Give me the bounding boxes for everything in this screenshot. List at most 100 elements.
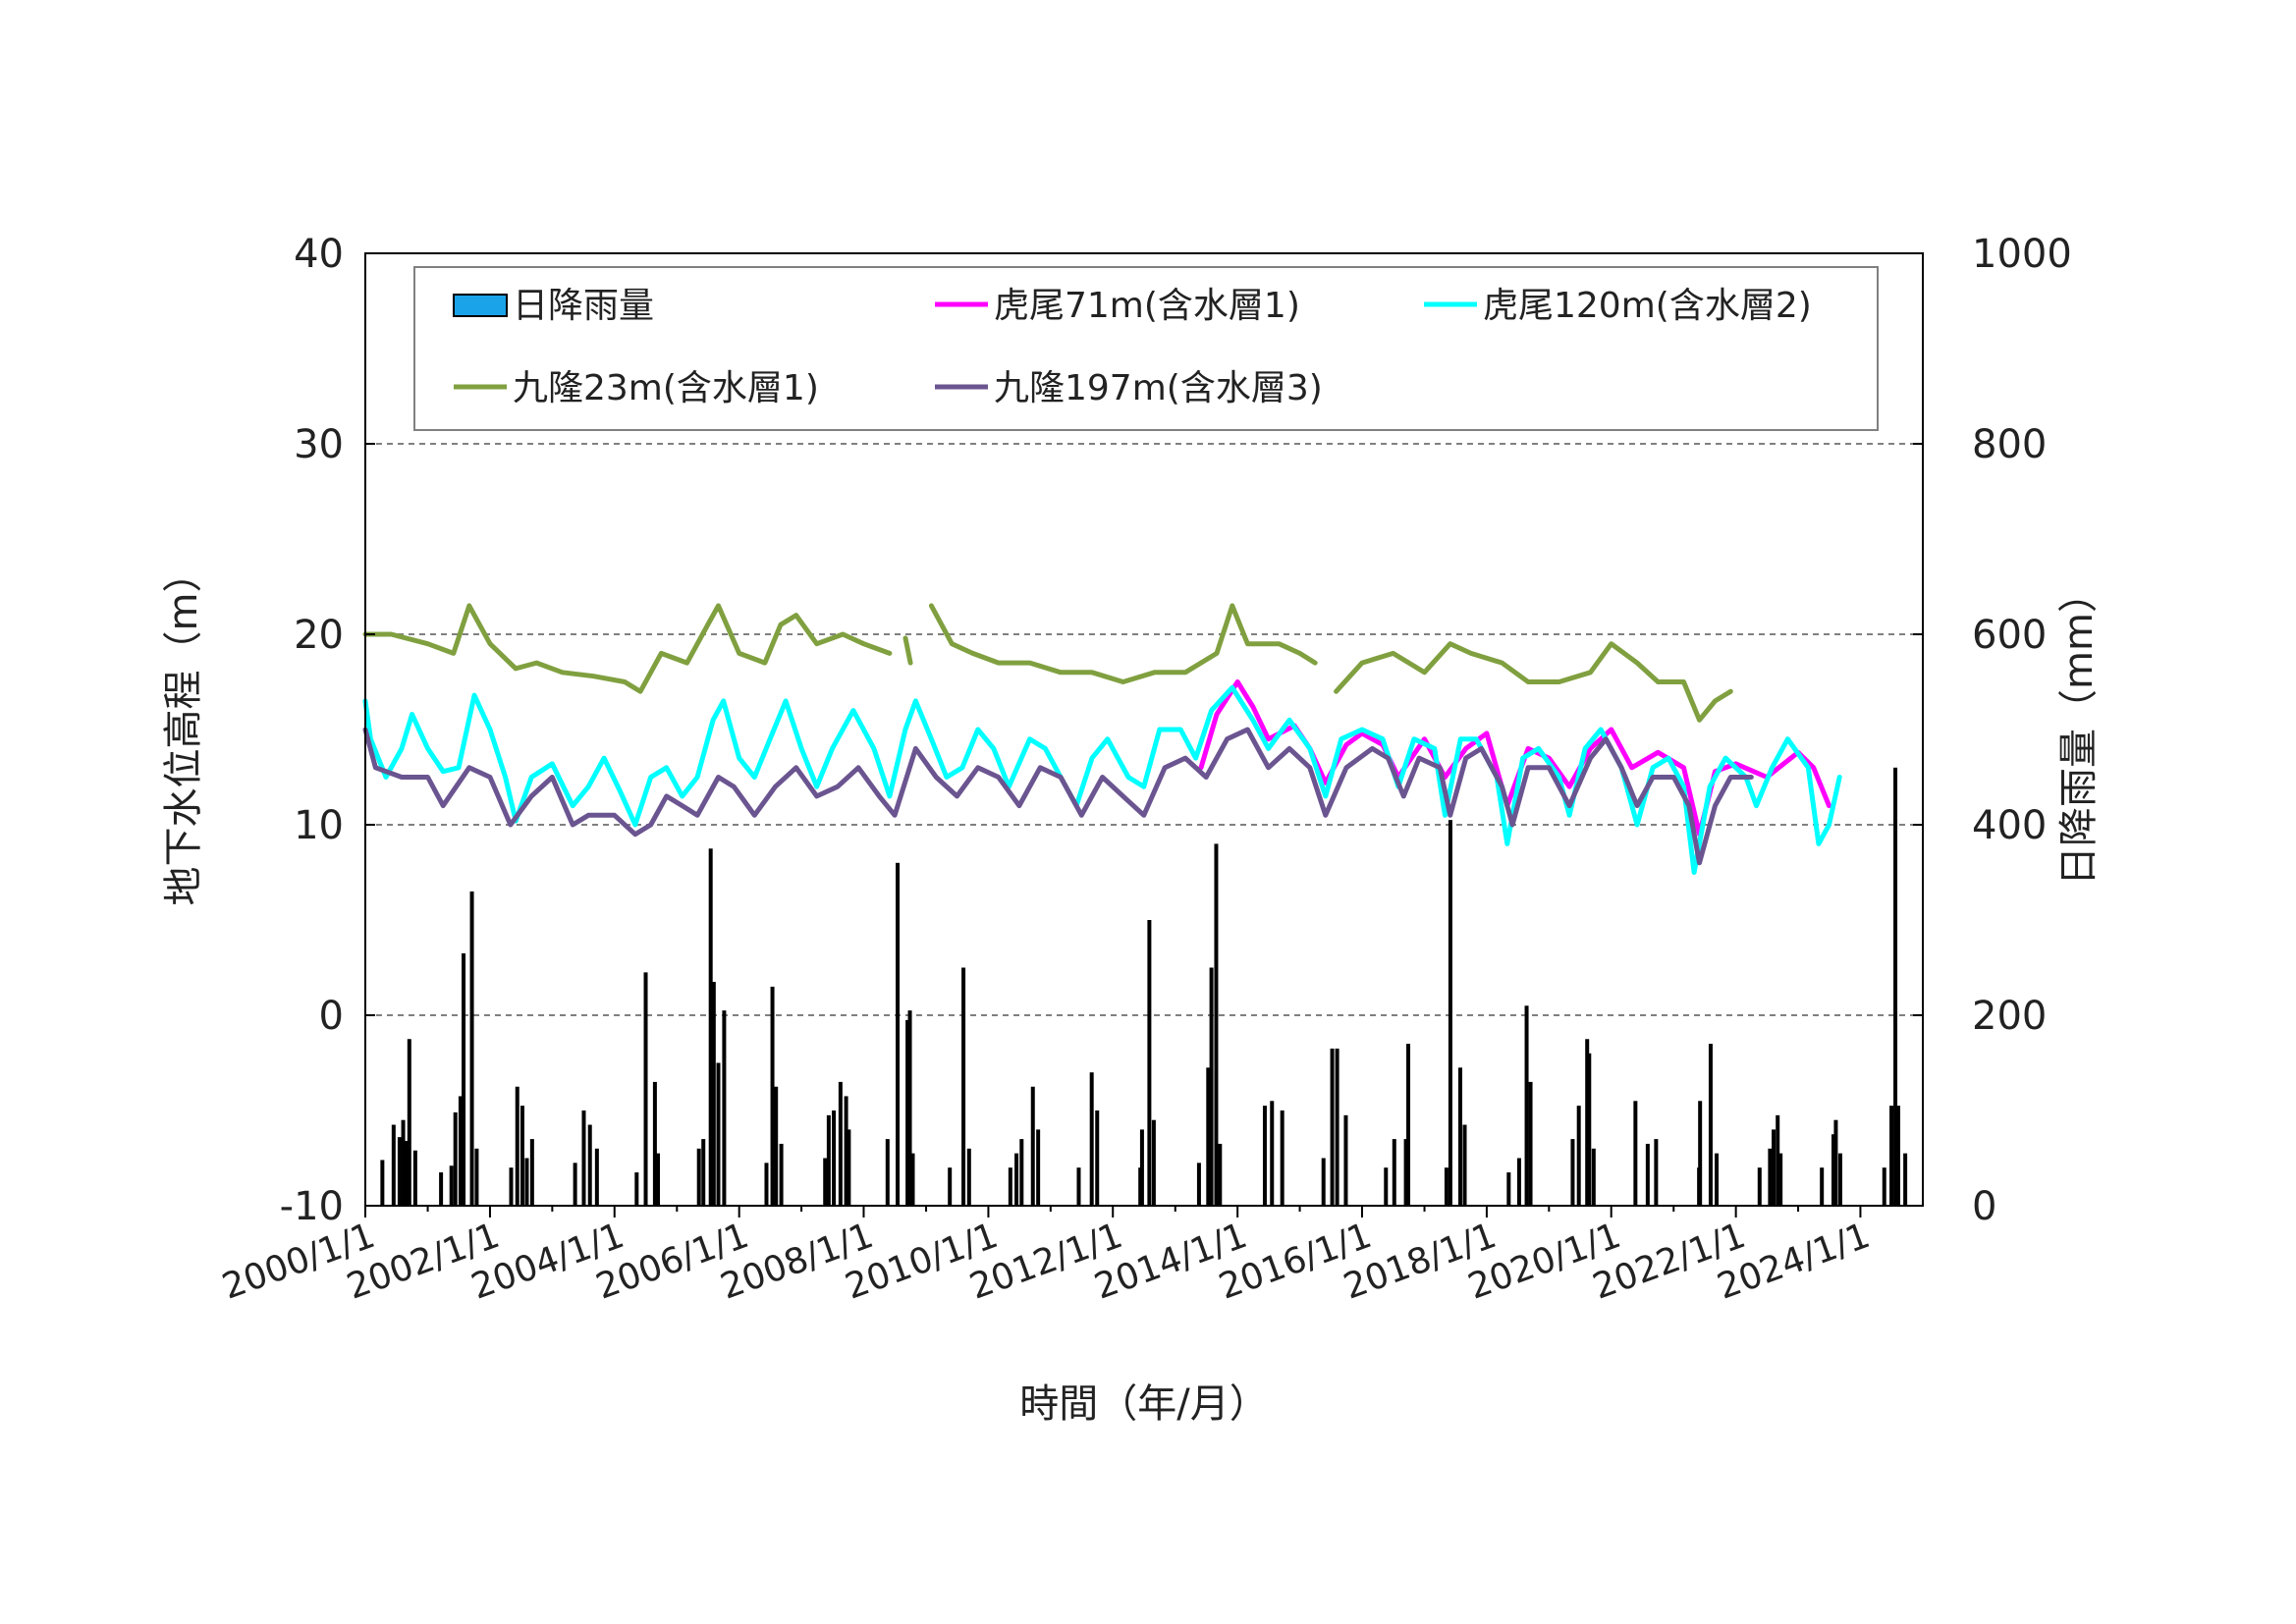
y-axis-title: 地下水位高程（m） xyxy=(161,554,206,906)
rainfall-bar xyxy=(1831,1134,1835,1206)
legend-label: 九隆23m(含水層1) xyxy=(513,368,819,408)
water-level-lines xyxy=(362,603,1842,875)
rainfall-bar xyxy=(961,967,966,1206)
rainfall-bar xyxy=(1893,767,1898,1206)
rainfall-bar xyxy=(764,1163,769,1206)
rainfall-bar xyxy=(1903,1153,1908,1206)
rainfall-bar xyxy=(708,848,713,1206)
rainfall-bar xyxy=(1030,1086,1035,1206)
rainfall-bar xyxy=(439,1172,444,1206)
rainfall-bar xyxy=(1147,920,1152,1206)
rainfall-bar xyxy=(573,1163,577,1206)
rainfall-bar xyxy=(847,1129,851,1206)
rainfall-bar xyxy=(905,1019,910,1206)
series-line-3 xyxy=(362,603,1733,723)
rainfall-bar xyxy=(896,862,901,1206)
rainfall-bar xyxy=(509,1167,514,1206)
rainfall-bar xyxy=(1330,1048,1335,1206)
rainfall-bar xyxy=(722,1010,727,1206)
rainfall-bar xyxy=(1524,1005,1529,1206)
rainfall-bar xyxy=(1837,1153,1842,1206)
rainfall-bar xyxy=(1019,1139,1024,1206)
axis-ticks xyxy=(364,252,1923,1218)
y-tick-label: 20 xyxy=(294,613,344,658)
rainfall-bar xyxy=(1335,1048,1339,1206)
legend-swatch-rainfall xyxy=(453,294,508,317)
rainfall-bar xyxy=(1209,967,1214,1206)
rainfall-bar xyxy=(1576,1106,1581,1206)
rainfall-bar xyxy=(1889,1106,1894,1206)
rainfall-bar xyxy=(1139,1129,1144,1206)
rainfall-bar xyxy=(581,1110,586,1206)
rainfall-bar xyxy=(1757,1167,1762,1206)
legend-label: 日降雨量 xyxy=(513,286,654,326)
rainfall-bar xyxy=(1820,1167,1825,1206)
rainfall-bar xyxy=(1392,1139,1396,1206)
rainfall-bar xyxy=(885,1139,890,1206)
rainfall-bar xyxy=(462,952,466,1206)
rainfall-bar xyxy=(407,1039,411,1206)
rainfall-bar xyxy=(380,1160,385,1206)
rainfall-bar xyxy=(652,1081,657,1206)
y2-tick-label: 0 xyxy=(1972,1184,1996,1229)
rainfall-bar xyxy=(458,1096,463,1206)
rainfall-bar xyxy=(1833,1119,1838,1206)
rainfall-bar xyxy=(469,891,474,1206)
rainfall-bar xyxy=(1654,1139,1659,1206)
rainfall-bar xyxy=(1715,1153,1720,1206)
rainfall-bar xyxy=(1768,1148,1773,1206)
rainfall-bar xyxy=(823,1158,828,1206)
rainfall-bar xyxy=(643,972,648,1206)
rainfall-bar xyxy=(519,1106,524,1206)
rainfall-bar xyxy=(1280,1110,1285,1206)
rainfall-bar xyxy=(844,1096,848,1206)
rainfall-bar xyxy=(1036,1129,1041,1206)
legend-label: 虎尾120m(含水層2) xyxy=(1483,286,1812,326)
rainfall-bar xyxy=(907,1010,912,1206)
rainfall-bar xyxy=(1776,1114,1780,1206)
rainfall-bar xyxy=(1516,1158,1521,1206)
rainfall-bar xyxy=(529,1139,534,1206)
rainfall-bar xyxy=(1321,1158,1326,1206)
y2-axis-title: 日降雨量（mm） xyxy=(2056,573,2102,886)
rainfall-bar xyxy=(1570,1139,1575,1206)
legend-label: 虎尾71m(含水層1) xyxy=(994,286,1300,326)
rainfall-bar xyxy=(656,1153,661,1206)
rainfall-bar xyxy=(1708,1044,1713,1206)
left-axis-tick-labels: -10 0 10 20 30 40 xyxy=(280,232,344,1229)
rainfall-bar xyxy=(401,1119,406,1206)
rainfall-bar xyxy=(1095,1110,1100,1206)
rainfall-bar xyxy=(948,1167,953,1206)
rainfall-bar xyxy=(1008,1167,1012,1206)
rainfall-bar xyxy=(587,1124,592,1206)
y2-tick-label: 600 xyxy=(1972,613,2047,658)
rainfall-bar xyxy=(1457,1067,1462,1206)
rainfall-bar xyxy=(716,1062,721,1206)
x-axis-title: 時間（年/月） xyxy=(1019,1381,1268,1427)
y-tick-label: 40 xyxy=(294,232,344,277)
rainfall-bar xyxy=(412,1150,417,1206)
rainfall-bar xyxy=(391,1124,396,1206)
rainfall-bar xyxy=(1403,1139,1408,1206)
legend-label: 九隆197m(含水層3) xyxy=(994,368,1323,408)
y2-tick-label: 200 xyxy=(1972,994,2047,1039)
rainfall-bar xyxy=(826,1114,831,1206)
rainfall-bar xyxy=(634,1172,639,1206)
rainfall-bar xyxy=(1406,1044,1411,1206)
rainfall-bar xyxy=(1506,1172,1511,1206)
rainfall-bar xyxy=(1882,1167,1886,1206)
rainfall-bar xyxy=(515,1086,519,1206)
y2-tick-label: 400 xyxy=(1972,803,2047,848)
y-tick-label: -10 xyxy=(280,1184,344,1229)
rainfall-bar xyxy=(838,1081,843,1206)
legend: 日降雨量 虎尾71m(含水層1) 虎尾120m(含水層2) 九隆23m(含水層1) 九隆… xyxy=(413,266,1879,431)
y-tick-label: 0 xyxy=(319,994,344,1039)
rainfall-bar xyxy=(1206,1067,1211,1206)
legend-box xyxy=(413,266,1879,431)
rainfall-bar xyxy=(449,1165,454,1206)
right-axis-tick-labels: 0 200 400 600 800 1000 xyxy=(1972,232,2072,1229)
y-tick-label: 10 xyxy=(294,803,344,848)
rainfall-bar xyxy=(453,1111,458,1206)
rainfall-bar xyxy=(1214,843,1219,1206)
